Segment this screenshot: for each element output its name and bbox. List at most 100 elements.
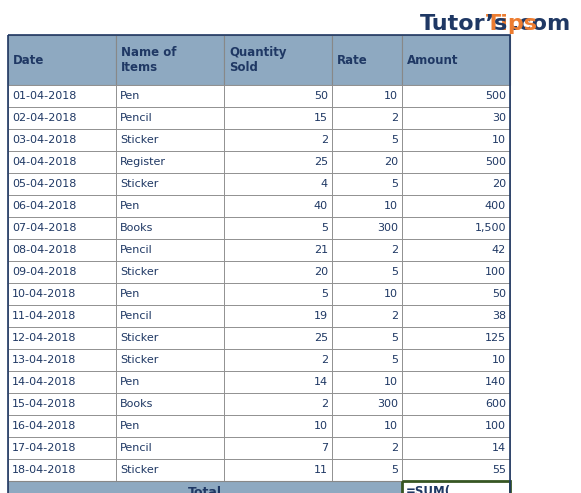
Bar xyxy=(332,305,402,327)
Bar xyxy=(224,217,332,239)
Text: 15: 15 xyxy=(314,113,328,123)
Text: Pencil: Pencil xyxy=(120,113,153,123)
Bar xyxy=(116,195,224,217)
Text: 30: 30 xyxy=(492,113,506,123)
Text: 50: 50 xyxy=(314,91,328,101)
Text: 08-04-2018: 08-04-2018 xyxy=(12,245,77,255)
Text: Pencil: Pencil xyxy=(120,311,153,321)
Bar xyxy=(8,217,116,239)
Text: 19: 19 xyxy=(314,311,328,321)
Bar xyxy=(332,283,402,305)
Text: 10: 10 xyxy=(492,135,506,145)
Text: 10: 10 xyxy=(492,355,506,365)
Bar xyxy=(402,217,510,239)
Bar xyxy=(116,393,224,415)
Text: Pen: Pen xyxy=(120,91,141,101)
Text: Sticker: Sticker xyxy=(120,267,159,277)
Bar xyxy=(8,283,116,305)
Text: 38: 38 xyxy=(492,311,506,321)
Bar xyxy=(224,129,332,151)
Bar xyxy=(116,459,224,481)
Bar xyxy=(224,305,332,327)
Bar xyxy=(332,415,402,437)
Bar xyxy=(224,437,332,459)
Bar xyxy=(8,437,116,459)
Text: 18-04-2018: 18-04-2018 xyxy=(12,465,77,475)
Bar xyxy=(8,239,116,261)
Bar xyxy=(402,349,510,371)
Text: 06-04-2018: 06-04-2018 xyxy=(12,201,76,211)
Bar xyxy=(8,151,116,173)
Text: Pen: Pen xyxy=(120,421,141,431)
Bar xyxy=(402,173,510,195)
Bar xyxy=(8,35,116,85)
Bar xyxy=(402,261,510,283)
Text: 5: 5 xyxy=(321,223,328,233)
Text: 14: 14 xyxy=(492,443,506,453)
Bar xyxy=(8,459,116,481)
Text: 10: 10 xyxy=(314,421,328,431)
Text: Pencil: Pencil xyxy=(120,443,153,453)
Text: 09-04-2018: 09-04-2018 xyxy=(12,267,77,277)
Bar xyxy=(116,283,224,305)
Text: 10: 10 xyxy=(384,201,398,211)
Bar xyxy=(332,371,402,393)
Bar xyxy=(332,173,402,195)
Bar xyxy=(224,35,332,85)
Text: 2: 2 xyxy=(321,355,328,365)
Bar xyxy=(224,327,332,349)
Bar xyxy=(402,437,510,459)
Bar xyxy=(116,327,224,349)
Bar xyxy=(116,35,224,85)
Text: Date: Date xyxy=(13,54,44,67)
Text: 55: 55 xyxy=(492,465,506,475)
Text: 05-04-2018: 05-04-2018 xyxy=(12,179,76,189)
Text: 100: 100 xyxy=(485,421,506,431)
Text: Sticker: Sticker xyxy=(120,355,159,365)
Bar xyxy=(224,393,332,415)
Bar xyxy=(224,415,332,437)
Bar xyxy=(332,349,402,371)
Text: Pen: Pen xyxy=(120,377,141,387)
Text: 14: 14 xyxy=(314,377,328,387)
Bar xyxy=(224,239,332,261)
Bar xyxy=(402,393,510,415)
Bar xyxy=(402,283,510,305)
Text: 300: 300 xyxy=(377,223,398,233)
Bar xyxy=(402,327,510,349)
Bar xyxy=(116,217,224,239)
Bar xyxy=(224,151,332,173)
Text: 15-04-2018: 15-04-2018 xyxy=(12,399,76,409)
Bar xyxy=(116,349,224,371)
Bar xyxy=(116,239,224,261)
Bar xyxy=(224,195,332,217)
Bar xyxy=(8,195,116,217)
Bar xyxy=(8,35,510,493)
Text: 400: 400 xyxy=(485,201,506,211)
Text: 1,500: 1,500 xyxy=(475,223,506,233)
Text: =SUM(: =SUM( xyxy=(406,486,451,493)
Bar xyxy=(224,85,332,107)
Text: 03-04-2018: 03-04-2018 xyxy=(12,135,76,145)
Text: Sticker: Sticker xyxy=(120,179,159,189)
Bar xyxy=(224,173,332,195)
Text: 10-04-2018: 10-04-2018 xyxy=(12,289,76,299)
Bar xyxy=(402,129,510,151)
Text: 11-04-2018: 11-04-2018 xyxy=(12,311,76,321)
Text: 100: 100 xyxy=(485,267,506,277)
Bar xyxy=(402,481,510,493)
Bar xyxy=(402,107,510,129)
Text: 14-04-2018: 14-04-2018 xyxy=(12,377,77,387)
Text: Amount: Amount xyxy=(407,54,458,67)
Text: 140: 140 xyxy=(485,377,506,387)
Bar xyxy=(332,327,402,349)
Text: 5: 5 xyxy=(391,333,398,343)
Bar xyxy=(8,107,116,129)
Bar xyxy=(402,239,510,261)
Bar xyxy=(402,481,510,493)
Bar xyxy=(8,393,116,415)
Bar xyxy=(8,173,116,195)
Text: 5: 5 xyxy=(391,267,398,277)
Bar xyxy=(402,415,510,437)
Text: 2: 2 xyxy=(391,113,398,123)
